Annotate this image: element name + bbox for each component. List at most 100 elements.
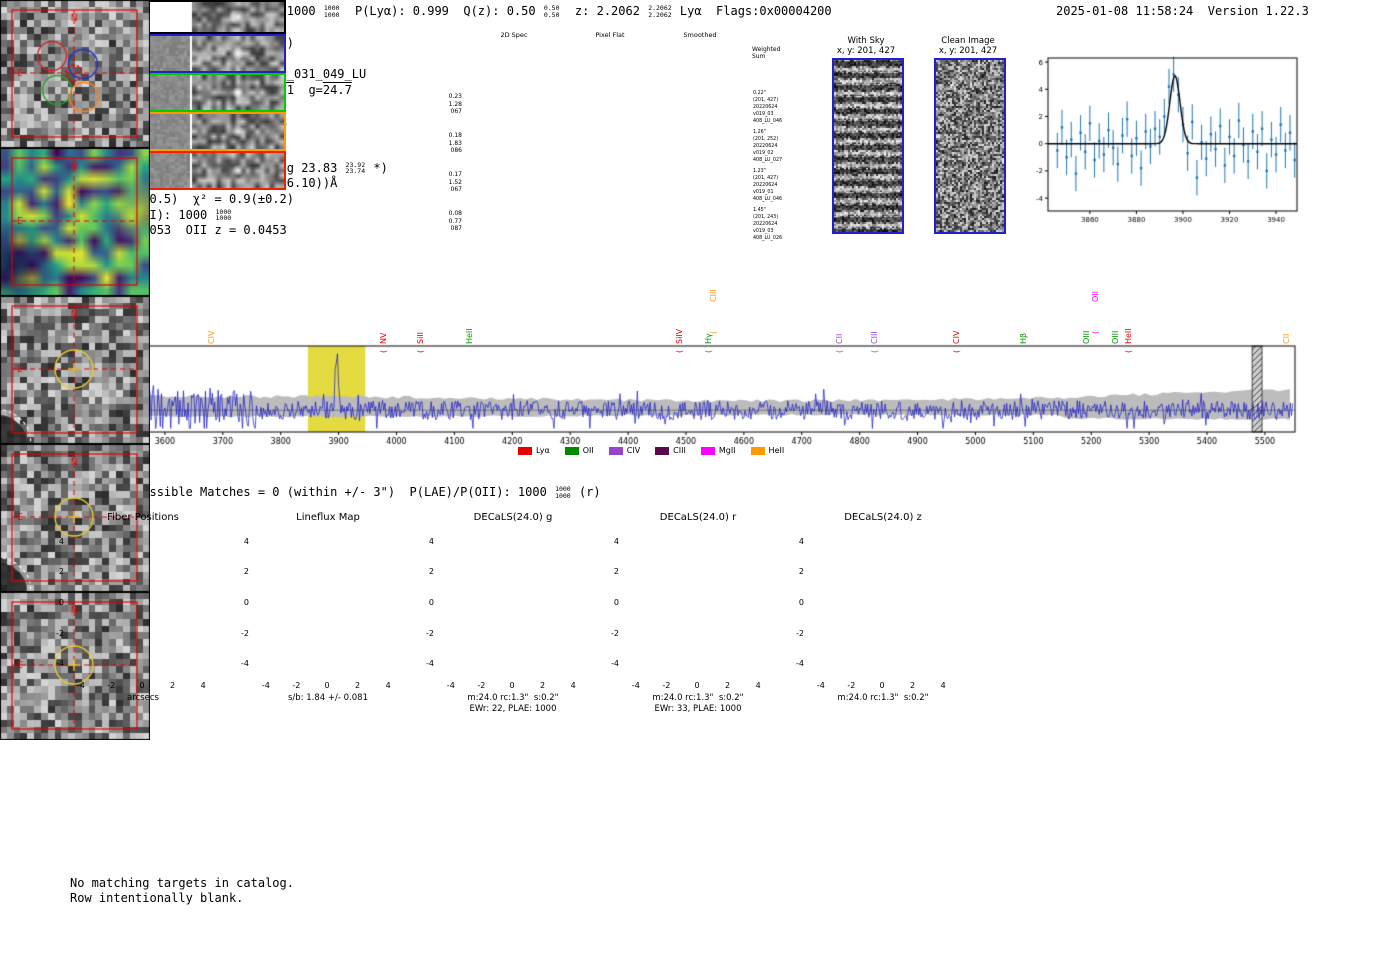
right-label-line: 20220624 [753,182,778,188]
cutout-ytick: 4 [613,536,619,546]
text-segment: z: 2.2062 [560,4,648,18]
cutout-title: DECaLS(24.0) g [473,512,553,523]
spec2d-row-right-labels: 1.23" (201, 427) 20220624 v019_01 408_LU_046 [753,169,782,204]
cutout-xtick: 0 [879,681,885,690]
fraction-denominator: 1000 [215,214,232,223]
right-label-line: 1.45" [753,208,766,213]
left-label-line: 086 [450,147,462,154]
cutout-image-decals [0,444,150,592]
spec2d-row-left-labels: 0.17 1.52 067 [436,171,462,194]
clean-image-title: Clean Image [941,36,995,46]
cutout-caption: arcsecs [127,693,159,703]
cutout-xtick: -4 [816,681,825,690]
legend-item: MgII [700,446,736,455]
right-label-line: (201, 252) [753,136,779,142]
cutout-ytick: 0 [798,598,804,607]
right-label-line: v019_01 [753,189,774,195]
clean-image-subtitle: x, y: 201, 427 [938,46,998,56]
fraction-numerator: 1000 [215,207,232,216]
cutout-ytick: 0 [58,598,64,607]
right-label-line: 408_LU_026 [753,235,783,241]
cutout-xtick: 4 [570,681,576,690]
cutout-ytick: 2 [243,567,249,577]
right-label-line: 408_LU_046 [753,118,783,124]
left-label-line: 0.23 [448,93,462,100]
cutout-ytick: -4 [426,659,434,669]
footer-note-1: No matching targets in catalog. [70,876,294,890]
cutout-ytick: 4 [798,536,804,546]
right-label-line: 20220624 [753,143,778,149]
spectrum-legend: Lyα OII CIV CIII MgII HeII [518,446,784,455]
legend-swatch [750,446,765,455]
stacked-fraction: 1000 1000 [555,486,571,499]
cutout-xtick: -2 [477,681,486,690]
cutout-image-lineflux [0,148,150,296]
legend-item: CIV [608,446,640,455]
cutout-title: DECaLS(24.0) z [844,512,922,523]
cutout-ytick: 4 [243,536,249,546]
right-label-line: 1.26" [753,130,766,135]
legend-item: CIII [655,446,686,455]
text-segment: Lyα Flags:0x00004200 [672,4,832,18]
legend-swatch [700,446,715,455]
right-label-line: 408_LU_046 [753,196,783,202]
cutout-xtick: 4 [385,681,391,690]
cutout-image-decals [0,296,150,444]
cutout-xtick: 2 [725,681,731,690]
cutout-xtick: -4 [261,681,270,690]
cutout-xtick: 2 [170,681,176,690]
cutout-ytick: -2 [611,628,619,638]
legend-swatch [564,446,579,455]
cutout-ytick: 2 [613,567,619,577]
cutout-xtick: 0 [324,681,330,690]
cutout-xtick: -2 [662,681,671,690]
cutout-ytick: 0 [428,598,434,607]
spec2d-row-left-labels: 0.18 1.83 086 [436,132,462,155]
cutout-ytick: 2 [428,567,434,577]
legend-item: OII [564,446,594,455]
cutout-ytick: 4 [58,536,64,546]
cutout-xtick: -2 [847,681,856,690]
text-segment: *) [366,160,388,175]
legend-swatch [655,446,670,455]
cutout-caption: m:24.0 rc:1.3" s:0.2" [467,693,559,703]
spec2d-row-right-labels: 1.26" (201, 252) 20220624 v019_02 408_LU_027 [753,130,782,165]
cutout-ytick: -4 [796,659,804,669]
left-label-line: 1.52 [448,178,462,186]
fraction-numerator: 1000 [555,485,571,493]
stacked-fraction: 1000 1000 [216,209,232,222]
fraction-denominator: 1000 [323,10,340,19]
clean-image [934,58,1006,234]
right-label-line: (201, 427) [753,175,779,181]
cutout-xtick: 4 [200,681,206,690]
cutout-ytick: -2 [796,628,804,638]
fraction-numerator: 2.2062 [648,4,672,12]
right-label-line: 20220624 [753,221,778,227]
right-label-line: v019_03 [753,228,774,234]
left-label-line: 0.17 [448,171,462,178]
legend-label: OII [582,446,594,455]
line-fit-chart [1018,50,1302,224]
cutout-ytick: 2 [798,567,804,577]
stacked-fraction: 2.2062 2.2062 [648,5,671,18]
cutout-caption: EWr: 22, PLAE: 1000 [469,704,557,714]
fraction-numerator: 23.92 [345,160,366,169]
right-label-line: 408_LU_027 [753,157,783,163]
spec2d-row-left-labels: 0.23 1.28 067 [436,93,462,116]
cutout-xtick: -4 [446,681,455,690]
cutout-ytick: 0 [613,598,619,607]
cutout-ytick: -4 [611,659,619,669]
cutout-xtick: 0 [509,681,515,690]
right-label-line: 0.22" [753,91,766,96]
cutout-xtick: 0 [139,681,145,690]
with-sky-image [832,58,904,234]
left-label-line: 0.18 [448,132,462,139]
legend-label: Lyα [536,446,550,455]
cutout-xtick: -4 [631,681,640,690]
fraction-numerator: 1000 [323,4,340,12]
text-segment: P(Lyα): 0.999 Q(z): 0.50 [340,4,543,18]
right-label-line: 1.23" [753,169,766,174]
left-label-line: 0.77 [448,217,462,225]
with-sky-subtitle: x, y: 201, 427 [836,46,896,56]
legend-label: HeII [768,446,785,455]
